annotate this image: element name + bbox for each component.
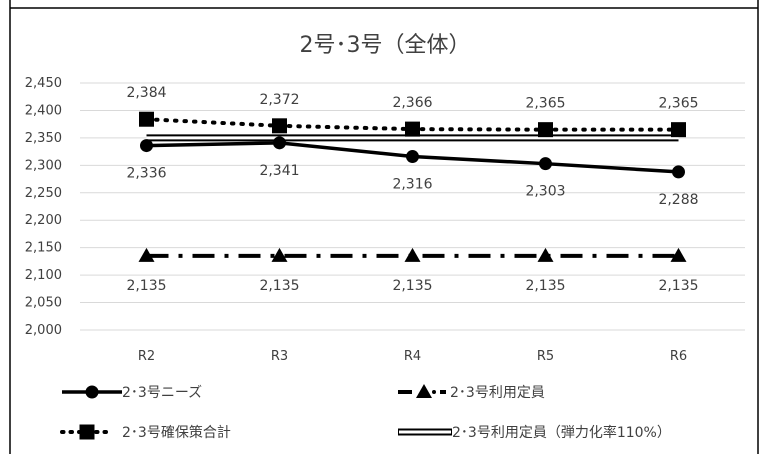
data-label: 2,316: [392, 177, 432, 193]
x-axis: R2 R3 R4 R5 R6: [138, 349, 687, 364]
data-label: 2,365: [658, 96, 698, 112]
legend-label: 2･3号利用定員: [450, 385, 545, 401]
series-group: [138, 111, 687, 262]
series-marker: [271, 247, 288, 262]
series-marker: [538, 122, 553, 138]
data-label: 2,365: [525, 96, 565, 112]
data-labels: 2,336 2,341 2,316 2,303 2,288 2,135 2,135 2,135…: [126, 85, 698, 294]
data-label: 2,341: [259, 163, 299, 179]
x-tick-label: R4: [404, 349, 421, 364]
data-label: 2,288: [658, 192, 698, 208]
legend-marker: [85, 385, 99, 399]
data-label: 2,135: [658, 278, 698, 294]
y-tick-label: 2,050: [25, 296, 62, 311]
data-label: 2,135: [392, 278, 432, 294]
series-marker: [539, 157, 552, 171]
x-tick-label: R2: [138, 349, 155, 364]
data-label: 2,135: [525, 278, 565, 294]
x-tick-label: R6: [670, 349, 687, 364]
data-label: 2,135: [126, 278, 166, 294]
data-label: 2,366: [392, 95, 432, 111]
series-marker: [406, 150, 419, 164]
y-tick-label: 2,250: [25, 186, 62, 201]
series-marker: [139, 111, 154, 127]
series-marker: [537, 247, 554, 262]
legend: 2･3号ニーズ 2･3号利用定員 2･3号確保策合計 2･3号利用定員（弾力化率110…: [60, 384, 671, 441]
x-tick-label: R3: [271, 349, 288, 364]
y-tick-label: 2,150: [25, 241, 62, 256]
y-tick-label: 2,200: [25, 213, 62, 228]
series-marker: [671, 122, 686, 138]
data-label: 2,303: [525, 184, 565, 200]
series-marker: [273, 136, 286, 150]
y-tick-label: 2,300: [25, 158, 62, 173]
legend-marker: [79, 424, 95, 440]
series-marker: [272, 118, 287, 134]
data-label: 2,336: [126, 166, 166, 182]
y-tick-label: 2,000: [25, 323, 62, 338]
data-label: 2,135: [259, 278, 299, 294]
y-tick-label: 2,400: [25, 103, 62, 118]
y-tick-label: 2,100: [25, 268, 62, 283]
data-label: 2,384: [126, 85, 166, 101]
legend-label: 2･3号利用定員（弾力化率110%）: [452, 424, 671, 441]
series-marker: [404, 247, 421, 262]
y-axis: 2,000 2,050 2,100 2,150 2,200 2,250 2,300 2,350…: [25, 76, 62, 338]
series-marker: [405, 121, 420, 137]
legend-marker: [416, 384, 432, 398]
series-marker: [138, 247, 155, 262]
legend-label: 2･3号ニーズ: [122, 385, 202, 401]
series-marker: [672, 165, 685, 179]
legend-line: [432, 390, 436, 394]
y-tick-label: 2,350: [25, 131, 62, 146]
y-tick-label: 2,450: [25, 76, 62, 91]
series-marker: [670, 247, 687, 262]
legend-label: 2･3号確保策合計: [122, 424, 231, 441]
x-tick-label: R5: [537, 349, 554, 364]
series-marker: [140, 139, 153, 153]
data-label: 2,372: [259, 92, 299, 108]
chart-title: 2号･3号（全体）: [300, 33, 471, 58]
